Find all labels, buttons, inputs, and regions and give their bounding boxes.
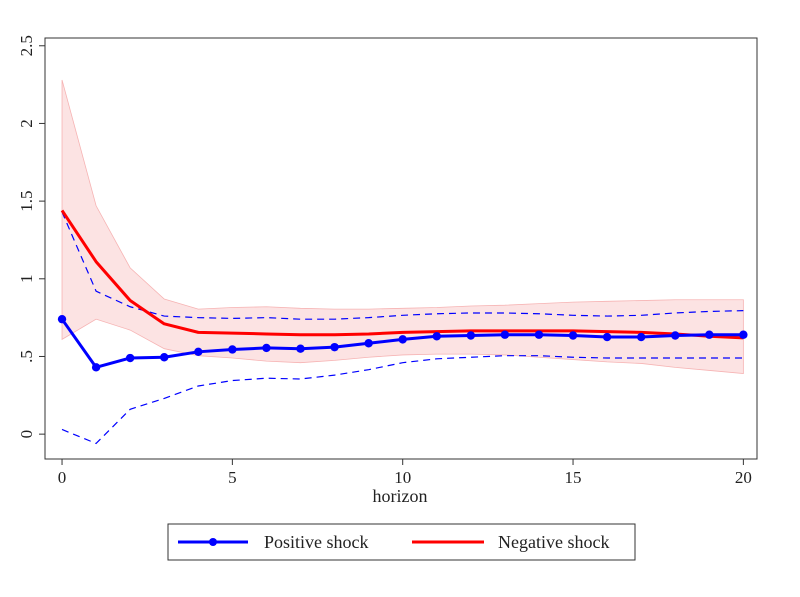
positive-shock-ci-layer	[61, 211, 744, 445]
y-tick-label-3: 1.5	[17, 190, 36, 211]
marker-positive-shock-14	[534, 330, 544, 339]
line-negative-shock	[60, 209, 744, 340]
x-tick-label-10: 10	[394, 468, 411, 487]
marker-positive-shock-16	[602, 332, 612, 342]
y-tick-label-2: 1	[17, 275, 36, 284]
marker-positive-shock-15	[568, 331, 578, 340]
marker-positive-shock-9	[364, 339, 373, 348]
marker-positive-shock-7	[296, 344, 305, 353]
y-tick-label-0: 0	[17, 430, 36, 439]
legend-label-negative-shock: Negative shock	[498, 532, 609, 552]
marker-positive-shock-3	[160, 353, 169, 362]
marker-positive-shock-18	[671, 331, 680, 340]
x-axis-label: horizon	[373, 486, 428, 506]
legend-marker-positive-shock	[209, 538, 217, 546]
marker-positive-shock-17	[636, 332, 646, 342]
y-tick-label-5: 2.5	[17, 35, 36, 56]
x-tick-label-5: 5	[228, 468, 237, 487]
marker-positive-shock-11	[432, 332, 441, 341]
marker-positive-shock-6	[262, 343, 271, 353]
x-axis: 0 5 10 15 20	[58, 459, 752, 487]
marker-positive-shock-1	[91, 363, 101, 372]
y-tick-label-1: .5	[17, 350, 36, 363]
x-tick-label-0: 0	[58, 468, 67, 487]
marker-layer	[57, 314, 748, 372]
marker-positive-shock-5	[228, 345, 237, 354]
marker-positive-shock-2	[125, 353, 135, 363]
marker-positive-shock-20	[739, 330, 748, 339]
marker-positive-shock-19	[705, 330, 714, 339]
y-axis: 0 .5 1 1.5 2 2.5	[17, 35, 45, 438]
plot-frame	[44, 37, 758, 460]
marker-positive-shock-12	[466, 331, 476, 340]
x-tick-label-15: 15	[565, 468, 582, 487]
marker-positive-shock-8	[330, 342, 339, 352]
legend-label-positive-shock: Positive shock	[264, 532, 369, 552]
y-tick-label-4: 2	[17, 119, 36, 128]
legend: Positive shock Negative shock	[167, 523, 636, 561]
ci-upper-positive-shock	[61, 211, 744, 320]
marker-positive-shock-0	[57, 314, 67, 324]
ci-lower-positive-shock	[61, 355, 744, 445]
marker-positive-shock-4	[194, 347, 203, 357]
marker-positive-shock-13	[500, 330, 510, 339]
x-tick-label-20: 20	[735, 468, 752, 487]
marker-positive-shock-10	[398, 335, 407, 344]
